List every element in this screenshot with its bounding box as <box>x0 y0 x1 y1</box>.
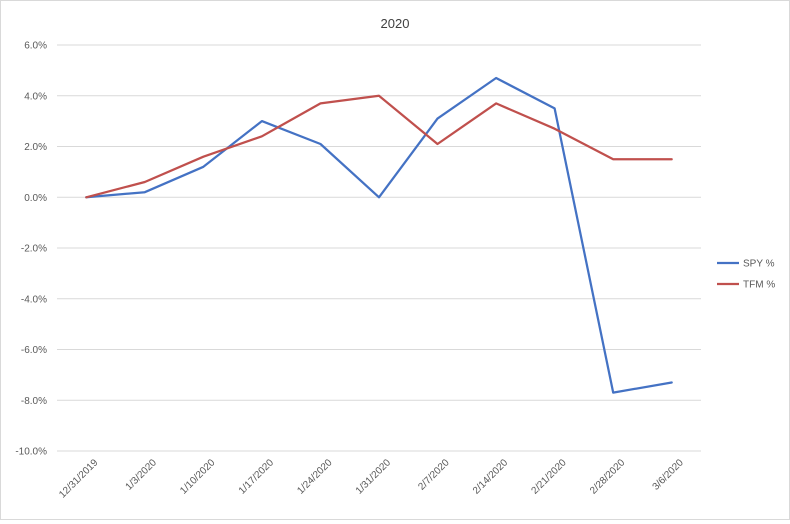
x-tick-label: 2/28/2020 <box>588 457 628 497</box>
x-tick-label: 1/3/2020 <box>124 457 160 493</box>
y-tick-label: -6.0% <box>21 345 47 356</box>
series-line-2 <box>85 94 673 199</box>
x-tick-label: 1/10/2020 <box>178 457 218 497</box>
legend-label-2: TFM % <box>743 280 775 291</box>
y-tick-label: 0.0% <box>24 193 47 204</box>
y-axis: 6.0% 4.0% 2.0% 0.0% -2.0% -4.0% -6.0% -8.0% -10.… <box>15 41 47 458</box>
x-tick-label: 1/17/2020 <box>237 457 277 497</box>
x-tick-label: 12/31/2019 <box>57 457 100 500</box>
x-tick-label: 1/31/2020 <box>354 457 394 497</box>
legend: SPY % TFM % <box>717 259 775 291</box>
y-tick-label: 2.0% <box>24 142 47 153</box>
y-tick-label: -2.0% <box>21 244 47 255</box>
legend-label-1: SPY % <box>743 259 775 270</box>
x-tick-label: 2/7/2020 <box>416 457 452 493</box>
chart-title: 2020 <box>381 16 410 31</box>
series-lines <box>85 76 673 394</box>
x-tick-label: 3/6/2020 <box>651 457 687 493</box>
x-tick-label: 2/21/2020 <box>530 457 570 497</box>
y-tick-label: -10.0% <box>15 447 47 458</box>
x-tick-label: 2/14/2020 <box>471 457 511 497</box>
y-tick-label: 4.0% <box>24 91 47 102</box>
gridlines <box>57 44 701 452</box>
y-tick-label: 6.0% <box>24 41 47 52</box>
x-axis: 12/31/2019 1/3/2020 1/10/2020 1/17/2020 1/24… <box>57 457 686 500</box>
y-tick-label: -4.0% <box>21 294 47 305</box>
x-tick-label: 1/24/2020 <box>295 457 335 497</box>
series-line-1 <box>85 76 673 394</box>
y-tick-label: -8.0% <box>21 396 47 407</box>
